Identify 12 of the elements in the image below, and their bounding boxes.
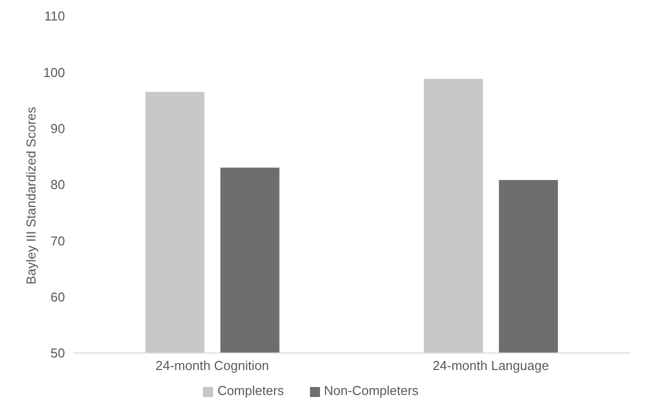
y-tick-label: 80 (50, 177, 65, 192)
y-axis-title: Bayley III Standardized Scores (24, 106, 39, 284)
y-tick-label: 50 (50, 346, 65, 361)
y-tick-label: 70 (50, 233, 65, 248)
legend-label: Completers (217, 383, 284, 398)
legend-label: Non-Completers (324, 383, 419, 398)
y-tick-label: 100 (43, 64, 65, 80)
y-tick-label: 90 (50, 120, 65, 136)
y-tick-label: 60 (50, 289, 65, 304)
x-tick-label: 24-month Cognition (156, 358, 269, 374)
y-tick-label: 110 (44, 8, 65, 24)
x-tick-label: 24-month Language (432, 358, 549, 374)
